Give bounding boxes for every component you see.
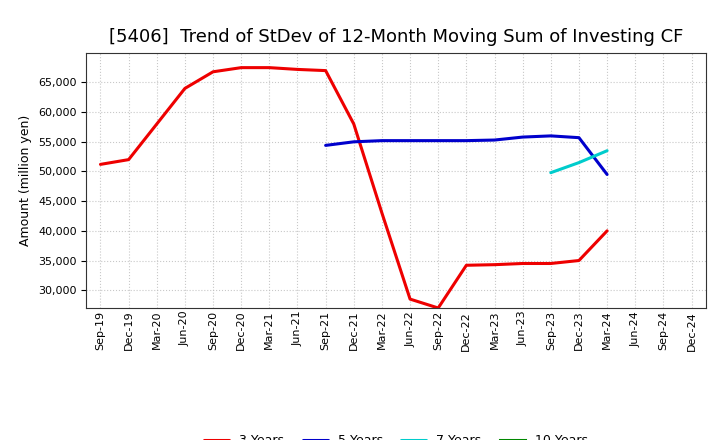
5 Years [603,172,611,177]
3 Years [603,228,611,234]
3 Years [181,86,189,91]
3 Years [546,261,555,266]
Title: [5406]  Trend of StDev of 12-Month Moving Sum of Investing CF: [5406] Trend of StDev of 12-Month Moving… [109,28,683,46]
5 Years [406,138,415,143]
3 Years [462,263,471,268]
3 Years [575,258,583,263]
3 Years [490,262,499,268]
5 Years [321,143,330,148]
3 Years [265,65,274,70]
3 Years [434,305,443,311]
5 Years [462,138,471,143]
3 Years [321,68,330,73]
Line: 7 Years: 7 Years [551,151,607,172]
5 Years [490,137,499,143]
5 Years [349,139,358,144]
3 Years [518,261,527,266]
3 Years [377,210,386,216]
3 Years [209,69,217,74]
3 Years [96,162,105,167]
5 Years [575,135,583,140]
7 Years [575,160,583,165]
Y-axis label: Amount (million yen): Amount (million yen) [19,115,32,246]
3 Years [237,65,246,70]
5 Years [377,138,386,143]
5 Years [518,135,527,140]
7 Years [603,148,611,154]
3 Years [153,121,161,127]
Legend: 3 Years, 5 Years, 7 Years, 10 Years: 3 Years, 5 Years, 7 Years, 10 Years [199,429,593,440]
3 Years [293,67,302,72]
5 Years [434,138,443,143]
3 Years [125,157,133,162]
5 Years [546,133,555,139]
3 Years [406,297,415,302]
Line: 3 Years: 3 Years [101,68,607,308]
Line: 5 Years: 5 Years [325,136,607,175]
7 Years [546,170,555,175]
3 Years [349,121,358,127]
